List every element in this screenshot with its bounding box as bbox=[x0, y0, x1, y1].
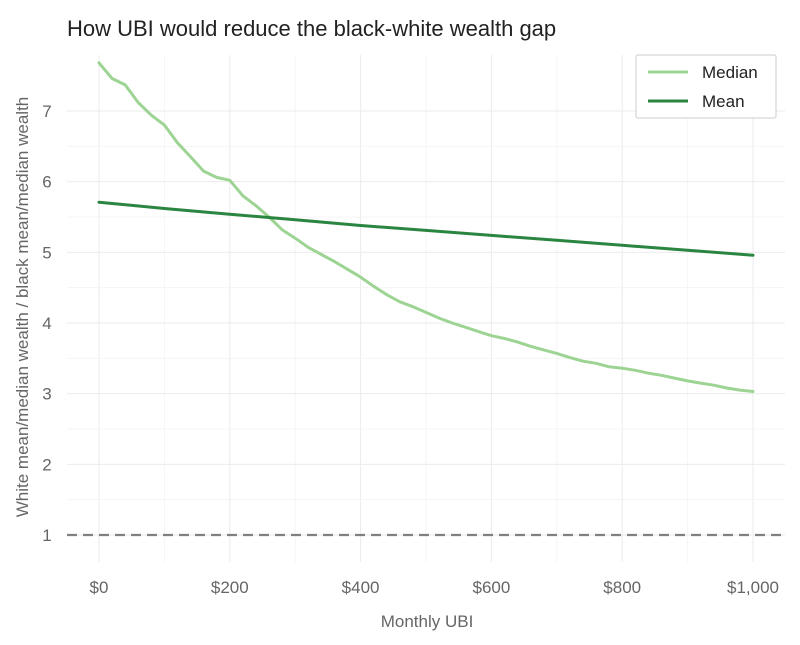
y-tick-label: 4 bbox=[42, 314, 51, 333]
y-tick-labels: 1 2 3 4 5 6 7 bbox=[42, 102, 51, 545]
x-tick-label: $400 bbox=[342, 578, 380, 597]
grid bbox=[67, 55, 785, 562]
x-tick-label: $600 bbox=[472, 578, 510, 597]
legend: Median Mean bbox=[635, 54, 777, 119]
y-tick-label: 3 bbox=[42, 385, 51, 404]
series-group bbox=[97, 61, 755, 393]
series-line-mean bbox=[97, 200, 755, 257]
x-tick-label: $200 bbox=[211, 578, 249, 597]
y-tick-label: 2 bbox=[42, 455, 51, 474]
chart-title: How UBI would reduce the black-white wea… bbox=[67, 16, 556, 41]
y-tick-label: 1 bbox=[42, 526, 51, 545]
x-axis-label: Monthly UBI bbox=[381, 612, 474, 631]
series-line-median bbox=[97, 61, 755, 393]
x-tick-label: $1,000 bbox=[727, 578, 779, 597]
y-tick-label: 6 bbox=[42, 173, 51, 192]
legend-label-mean: Mean bbox=[702, 92, 745, 111]
x-tick-label: $0 bbox=[90, 578, 109, 597]
y-tick-label: 7 bbox=[42, 102, 51, 121]
y-axis-label: White mean/median wealth / black mean/me… bbox=[13, 97, 32, 518]
x-tick-labels: $0 $200 $400 $600 $800 $1,000 bbox=[90, 578, 779, 597]
x-tick-label: $800 bbox=[603, 578, 641, 597]
legend-label-median: Median bbox=[702, 63, 758, 82]
y-tick-label: 5 bbox=[42, 243, 51, 262]
